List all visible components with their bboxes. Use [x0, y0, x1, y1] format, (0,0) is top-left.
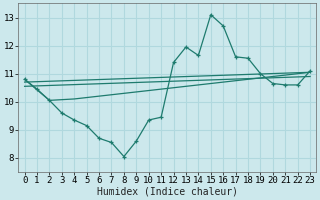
X-axis label: Humidex (Indice chaleur): Humidex (Indice chaleur) [97, 187, 238, 197]
